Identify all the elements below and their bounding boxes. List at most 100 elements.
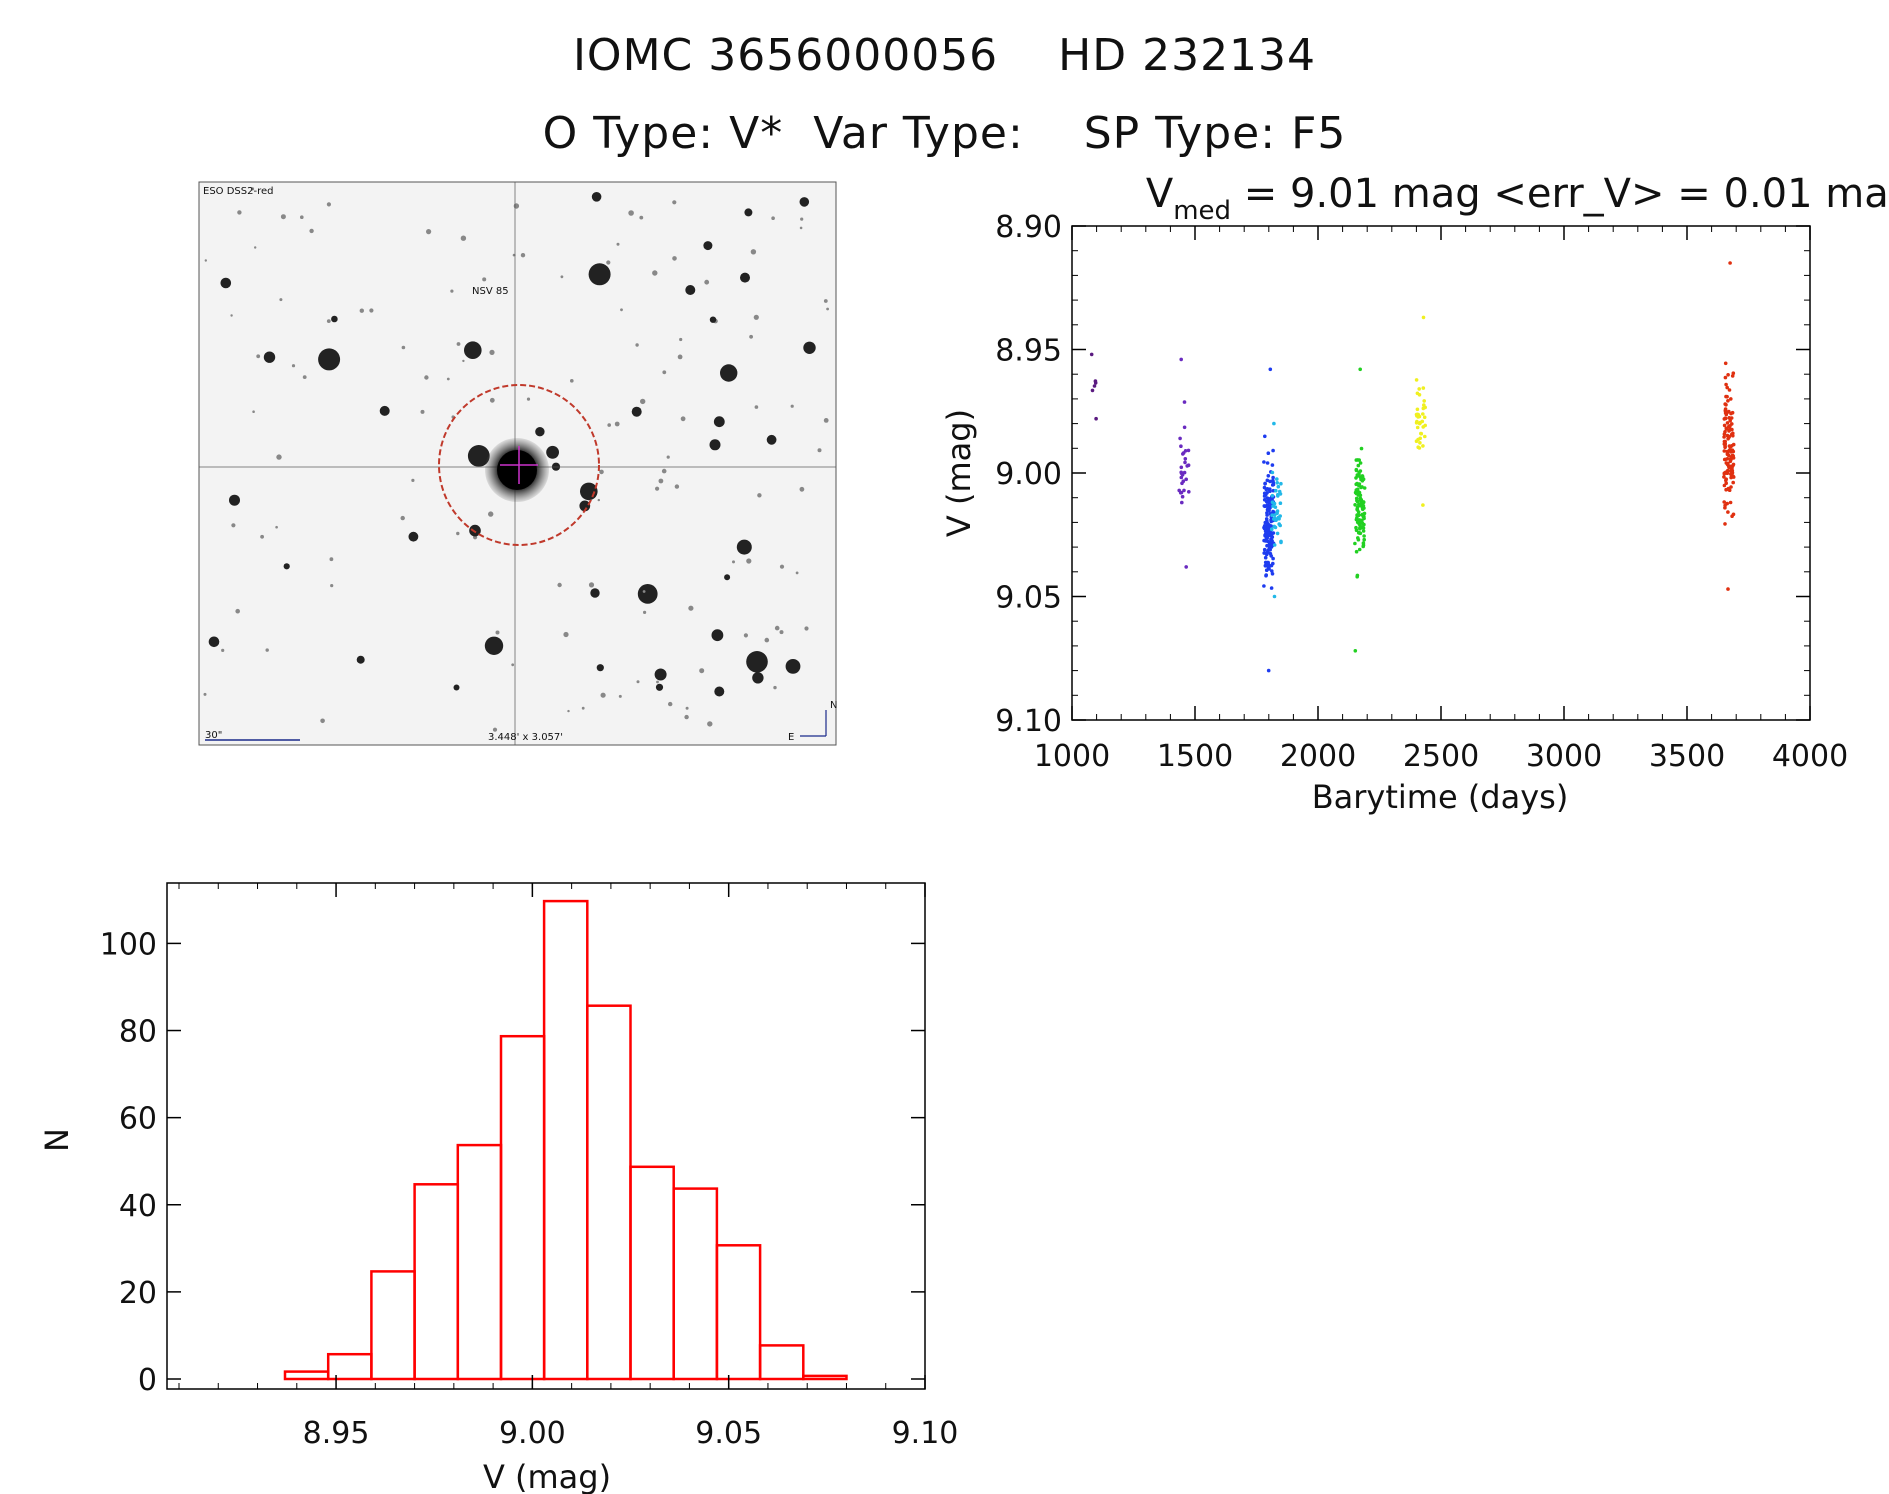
light-curve-point (1729, 416, 1734, 420)
field-star (300, 215, 304, 219)
light-curve-point (1362, 534, 1366, 538)
light-curve-point (1723, 470, 1728, 475)
light-curve-point (1723, 506, 1727, 510)
field-star (817, 448, 822, 453)
field-star (666, 455, 670, 459)
light-curve-point (1730, 468, 1735, 473)
light-curve-point (1731, 475, 1736, 479)
light-curve-point (1265, 533, 1270, 537)
light-curve-point (1354, 525, 1358, 530)
light-curve-point (1264, 517, 1269, 521)
field-star (600, 692, 606, 698)
field-star (599, 469, 604, 475)
light-curve-point (1414, 378, 1419, 382)
field-star (616, 242, 620, 246)
light-curve-point (1264, 499, 1269, 504)
light-curve-point (1723, 361, 1728, 366)
histogram-plot: 8.95 9.00 9.05 9.10 0 20 40 60 80 100 V (mag) N (38, 882, 958, 1494)
light-curve-point (1359, 519, 1364, 523)
light-curve-point (1722, 500, 1726, 504)
light-curve-point (1262, 504, 1267, 508)
light-curve-point (1417, 393, 1422, 397)
hist-y-tick-label: 20 (119, 1276, 157, 1311)
light-curve-point (1180, 500, 1184, 505)
finder-image: ESO DSS2-red NSV 85 30" 3.448' x 3.057' … (198, 181, 837, 746)
field-star (672, 256, 677, 261)
light-curve-point (1262, 494, 1267, 498)
x-tick-label: 2000 (1280, 739, 1356, 774)
light-curve-point (1181, 451, 1186, 455)
field-star (280, 214, 286, 220)
field-star (329, 557, 334, 562)
light-curve-point (1728, 445, 1733, 449)
light-curve-point (1179, 357, 1183, 362)
light-curve-point (1417, 421, 1422, 426)
light-curve-point (1178, 491, 1183, 495)
light-curve-point (1421, 386, 1426, 390)
light-curve-point (1263, 491, 1267, 496)
light-curve-point (1270, 572, 1275, 576)
light-curve-point (1357, 458, 1361, 462)
light-curve-point (1272, 594, 1277, 599)
field-star (220, 277, 232, 289)
light-curve-point (1730, 374, 1735, 378)
field-star (607, 423, 611, 427)
light-curve-point (1265, 461, 1270, 465)
field-star (795, 571, 799, 575)
field-star (672, 200, 677, 205)
histogram-bar (456, 1143, 503, 1381)
light-curve-point (1415, 419, 1419, 424)
light-curve-point (1354, 458, 1359, 462)
histogram-bar (586, 1004, 632, 1381)
light-curve-point (1730, 448, 1735, 453)
field-star (590, 588, 600, 598)
field-star (699, 668, 705, 674)
light-curve-point (1270, 470, 1275, 475)
hist-y-tick-label: 0 (138, 1363, 157, 1398)
light-curve-point (1361, 544, 1365, 549)
light-curve-point (1726, 469, 1730, 473)
field-star (291, 364, 296, 368)
field-star (488, 511, 494, 517)
light-curve-point (1415, 425, 1420, 430)
light-curve-point (1359, 446, 1364, 451)
light-curve-point (1353, 503, 1357, 507)
field-star (668, 701, 673, 707)
field-star (766, 434, 777, 445)
compass-icon: N E (788, 700, 837, 743)
light-curve-point (1724, 403, 1728, 407)
light-curve-point (1093, 379, 1098, 383)
light-curve-point (1271, 561, 1275, 566)
light-curve-title-subscript: med (1173, 196, 1231, 226)
light-curve-point (1271, 556, 1275, 561)
hist-x-tick-label: 8.95 (303, 1416, 370, 1451)
histogram-bar (715, 1244, 762, 1381)
light-curve-point (1180, 494, 1185, 499)
x-tick-label: 1500 (1157, 739, 1233, 774)
field-star (401, 345, 406, 350)
field-star (331, 315, 338, 323)
light-curve-point (1266, 549, 1270, 554)
hist-y-tick-label: 80 (119, 1015, 157, 1050)
field-star (208, 636, 220, 648)
light-curve-point (1724, 487, 1728, 492)
field-star (326, 202, 331, 207)
field-star (320, 718, 325, 724)
field-star (369, 308, 374, 313)
light-curve-point (1731, 442, 1736, 447)
light-curve-point (1357, 483, 1361, 488)
light-curve-title-v: V (1146, 171, 1174, 217)
light-curve-point (1421, 406, 1426, 411)
field-star (654, 668, 667, 681)
light-curve-point (1354, 467, 1359, 472)
light-curve-point (1278, 501, 1283, 506)
light-curve-point (1265, 543, 1269, 548)
light-curve-point (1269, 586, 1274, 590)
light-curve-point (1728, 459, 1733, 464)
field-star (596, 664, 604, 672)
field-star (411, 478, 415, 482)
histogram-xlabel: V (mag) (483, 1458, 611, 1494)
histogram-bars (283, 899, 848, 1381)
field-star (276, 454, 282, 460)
light-curve-point (1731, 371, 1736, 376)
